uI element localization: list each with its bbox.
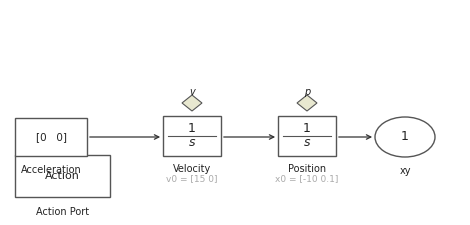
Text: 1: 1 [188,122,196,135]
Text: Position: Position [288,164,326,174]
Text: 1: 1 [401,130,409,144]
Text: s: s [304,137,310,149]
Bar [278,116,336,156]
Text: x0 = [-10 0.1]: x0 = [-10 0.1] [275,174,339,183]
Bar [15,118,87,156]
Text: xy: xy [399,166,411,176]
Text: Action Port: Action Port [36,207,89,217]
Text: Action: Action [45,171,80,181]
Text: v: v [189,87,195,97]
Text: Acceleration: Acceleration [21,165,81,175]
Text: s: s [189,137,195,149]
Text: [0   0]: [0 0] [36,132,66,142]
Bar [163,116,221,156]
Polygon shape [182,95,202,111]
Text: v0 = [15 0]: v0 = [15 0] [166,174,218,183]
Text: 1: 1 [303,122,311,135]
Ellipse shape [375,117,435,157]
Text: Velocity: Velocity [173,164,211,174]
Bar [15,155,110,197]
Text: p: p [304,87,310,97]
Polygon shape [297,95,317,111]
